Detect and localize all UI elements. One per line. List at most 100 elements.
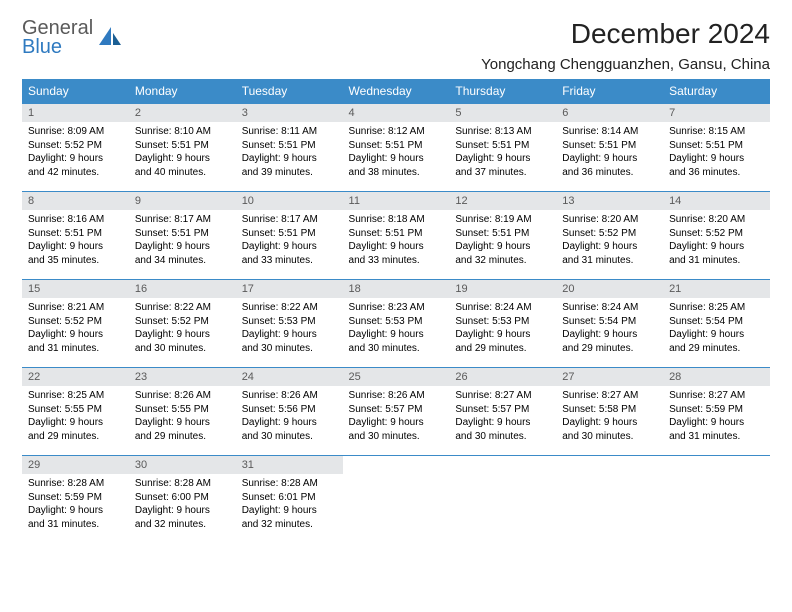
sunset-text: Sunset: 6:00 PM	[135, 491, 230, 505]
logo-sail-icon	[97, 25, 123, 51]
sunrise-text: Sunrise: 8:28 AM	[28, 477, 123, 491]
day-body: Sunrise: 8:11 AMSunset: 5:51 PMDaylight:…	[236, 122, 343, 183]
sunset-text: Sunset: 5:53 PM	[242, 315, 337, 329]
daylight-line1: Daylight: 9 hours	[669, 416, 764, 430]
day-body: Sunrise: 8:26 AMSunset: 5:57 PMDaylight:…	[343, 386, 450, 447]
day-cell: 11Sunrise: 8:18 AMSunset: 5:51 PMDayligh…	[343, 192, 450, 280]
day-cell: 7Sunrise: 8:15 AMSunset: 5:51 PMDaylight…	[663, 104, 770, 192]
sunrise-text: Sunrise: 8:19 AM	[455, 213, 550, 227]
sunset-text: Sunset: 5:52 PM	[135, 315, 230, 329]
daylight-line2: and 33 minutes.	[242, 254, 337, 268]
day-body: Sunrise: 8:27 AMSunset: 5:57 PMDaylight:…	[449, 386, 556, 447]
daylight-line2: and 30 minutes.	[135, 342, 230, 356]
daylight-line2: and 30 minutes.	[562, 430, 657, 444]
daylight-line2: and 35 minutes.	[28, 254, 123, 268]
sunset-text: Sunset: 5:51 PM	[349, 139, 444, 153]
day-number: 21	[663, 280, 770, 298]
sunrise-text: Sunrise: 8:25 AM	[28, 389, 123, 403]
sunset-text: Sunset: 5:54 PM	[669, 315, 764, 329]
daylight-line2: and 36 minutes.	[562, 166, 657, 180]
sunrise-text: Sunrise: 8:14 AM	[562, 125, 657, 139]
day-number: 30	[129, 456, 236, 474]
day-cell: 12Sunrise: 8:19 AMSunset: 5:51 PMDayligh…	[449, 192, 556, 280]
daylight-line2: and 37 minutes.	[455, 166, 550, 180]
sunset-text: Sunset: 5:51 PM	[455, 139, 550, 153]
day-number: 31	[236, 456, 343, 474]
day-number: 4	[343, 104, 450, 122]
sunrise-text: Sunrise: 8:26 AM	[135, 389, 230, 403]
day-cell: 4Sunrise: 8:12 AMSunset: 5:51 PMDaylight…	[343, 104, 450, 192]
day-cell: ..	[663, 456, 770, 544]
sunrise-text: Sunrise: 8:22 AM	[242, 301, 337, 315]
daylight-line1: Daylight: 9 hours	[135, 240, 230, 254]
daylight-line1: Daylight: 9 hours	[135, 152, 230, 166]
daylight-line2: and 32 minutes.	[455, 254, 550, 268]
day-body: Sunrise: 8:15 AMSunset: 5:51 PMDaylight:…	[663, 122, 770, 183]
header: General Blue December 2024 Yongchang Che…	[22, 18, 770, 73]
day-number: 23	[129, 368, 236, 386]
sunrise-text: Sunrise: 8:23 AM	[349, 301, 444, 315]
day-cell: 31Sunrise: 8:28 AMSunset: 6:01 PMDayligh…	[236, 456, 343, 544]
day-number: 29	[22, 456, 129, 474]
daylight-line1: Daylight: 9 hours	[455, 416, 550, 430]
day-number: 14	[663, 192, 770, 210]
daylight-line2: and 30 minutes.	[349, 342, 444, 356]
daylight-line1: Daylight: 9 hours	[455, 240, 550, 254]
daylight-line1: Daylight: 9 hours	[455, 328, 550, 342]
day-cell: 14Sunrise: 8:20 AMSunset: 5:52 PMDayligh…	[663, 192, 770, 280]
day-body: Sunrise: 8:10 AMSunset: 5:51 PMDaylight:…	[129, 122, 236, 183]
daylight-line1: Daylight: 9 hours	[349, 240, 444, 254]
daylight-line2: and 29 minutes.	[562, 342, 657, 356]
day-cell: 26Sunrise: 8:27 AMSunset: 5:57 PMDayligh…	[449, 368, 556, 456]
day-cell: 5Sunrise: 8:13 AMSunset: 5:51 PMDaylight…	[449, 104, 556, 192]
day-cell: 20Sunrise: 8:24 AMSunset: 5:54 PMDayligh…	[556, 280, 663, 368]
daylight-line2: and 31 minutes.	[28, 518, 123, 532]
daylight-line1: Daylight: 9 hours	[135, 416, 230, 430]
sunrise-text: Sunrise: 8:26 AM	[349, 389, 444, 403]
sunset-text: Sunset: 5:51 PM	[455, 227, 550, 241]
daylight-line1: Daylight: 9 hours	[669, 152, 764, 166]
sunrise-text: Sunrise: 8:26 AM	[242, 389, 337, 403]
day-number: 9	[129, 192, 236, 210]
sunset-text: Sunset: 5:52 PM	[28, 139, 123, 153]
day-cell: 28Sunrise: 8:27 AMSunset: 5:59 PMDayligh…	[663, 368, 770, 456]
month-title: December 2024	[481, 18, 770, 50]
daylight-line2: and 29 minutes.	[455, 342, 550, 356]
sunset-text: Sunset: 5:58 PM	[562, 403, 657, 417]
day-body: Sunrise: 8:26 AMSunset: 5:55 PMDaylight:…	[129, 386, 236, 447]
day-number: 17	[236, 280, 343, 298]
day-cell: 19Sunrise: 8:24 AMSunset: 5:53 PMDayligh…	[449, 280, 556, 368]
sunrise-text: Sunrise: 8:13 AM	[455, 125, 550, 139]
day-cell: 21Sunrise: 8:25 AMSunset: 5:54 PMDayligh…	[663, 280, 770, 368]
daylight-line1: Daylight: 9 hours	[562, 328, 657, 342]
sunrise-text: Sunrise: 8:17 AM	[135, 213, 230, 227]
sunrise-text: Sunrise: 8:17 AM	[242, 213, 337, 227]
daylight-line1: Daylight: 9 hours	[135, 328, 230, 342]
week-row: 1Sunrise: 8:09 AMSunset: 5:52 PMDaylight…	[22, 104, 770, 192]
sunset-text: Sunset: 5:57 PM	[455, 403, 550, 417]
daylight-line2: and 31 minutes.	[28, 342, 123, 356]
sunrise-text: Sunrise: 8:24 AM	[455, 301, 550, 315]
day-number: 15	[22, 280, 129, 298]
daylight-line1: Daylight: 9 hours	[349, 416, 444, 430]
day-cell: 24Sunrise: 8:26 AMSunset: 5:56 PMDayligh…	[236, 368, 343, 456]
sunset-text: Sunset: 5:54 PM	[562, 315, 657, 329]
title-block: December 2024 Yongchang Chengguanzhen, G…	[481, 18, 770, 73]
sunset-text: Sunset: 5:59 PM	[669, 403, 764, 417]
calendar-table: Sunday Monday Tuesday Wednesday Thursday…	[22, 79, 770, 544]
daylight-line1: Daylight: 9 hours	[242, 504, 337, 518]
day-cell: 16Sunrise: 8:22 AMSunset: 5:52 PMDayligh…	[129, 280, 236, 368]
daylight-line2: and 40 minutes.	[135, 166, 230, 180]
day-cell: 25Sunrise: 8:26 AMSunset: 5:57 PMDayligh…	[343, 368, 450, 456]
daylight-line1: Daylight: 9 hours	[562, 416, 657, 430]
day-body: Sunrise: 8:17 AMSunset: 5:51 PMDaylight:…	[236, 210, 343, 271]
day-cell: 8Sunrise: 8:16 AMSunset: 5:51 PMDaylight…	[22, 192, 129, 280]
day-header: Wednesday	[343, 79, 450, 104]
day-body: Sunrise: 8:23 AMSunset: 5:53 PMDaylight:…	[343, 298, 450, 359]
day-header: Thursday	[449, 79, 556, 104]
day-cell: 2Sunrise: 8:10 AMSunset: 5:51 PMDaylight…	[129, 104, 236, 192]
day-body: Sunrise: 8:09 AMSunset: 5:52 PMDaylight:…	[22, 122, 129, 183]
day-body: Sunrise: 8:18 AMSunset: 5:51 PMDaylight:…	[343, 210, 450, 271]
sunrise-text: Sunrise: 8:22 AM	[135, 301, 230, 315]
day-cell: 1Sunrise: 8:09 AMSunset: 5:52 PMDaylight…	[22, 104, 129, 192]
